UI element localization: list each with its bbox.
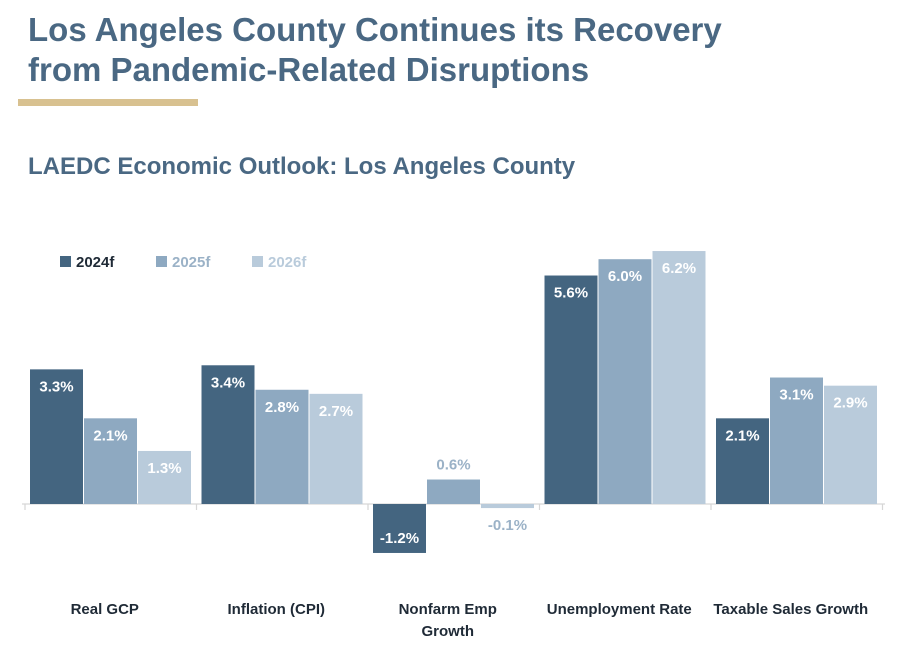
bar-2024f-2: [373, 504, 426, 553]
legend-swatch-2026f: [252, 256, 263, 267]
bar-2026f-2: [481, 504, 534, 509]
data-label-2025f-0: 2.1%: [93, 427, 127, 444]
data-label-2026f-4: 2.9%: [833, 395, 867, 412]
category-label-2: Nonfarm Emp: [399, 601, 497, 618]
data-label-2025f-1: 2.8%: [265, 399, 299, 416]
category-label-2: Growth: [422, 623, 475, 640]
legend-label-2025f: 2025f: [172, 254, 211, 271]
bar-2025f-1: [255, 389, 309, 504]
legend-swatch-2025f: [156, 256, 167, 267]
slide-title: Los Angeles County Continues its Recover…: [28, 10, 888, 90]
legend-swatch-2024f: [60, 256, 71, 267]
legend-label-2026f: 2026f: [268, 254, 307, 271]
data-label-2026f-3: 6.2%: [662, 260, 696, 277]
data-label-2026f-1: 2.7%: [319, 403, 353, 420]
bar-2026f-3: [652, 251, 706, 504]
bar-2026f-1: [309, 393, 363, 504]
bar-2026f-0: [138, 450, 191, 504]
bar-2024f-1: [201, 365, 255, 504]
bar-2025f-3: [598, 259, 652, 504]
data-label-2024f-0: 3.3%: [39, 378, 73, 395]
bar-2025f-0: [84, 418, 137, 504]
data-label-2024f-2: -1.2%: [380, 530, 419, 547]
bar-2026f-4: [824, 385, 877, 504]
data-label-2026f-0: 1.3%: [147, 460, 181, 477]
bar-2025f-4: [770, 377, 823, 504]
bar-2024f-0: [30, 369, 83, 504]
category-label-1: Inflation (CPI): [228, 601, 326, 618]
title-accent-rule: [18, 99, 198, 106]
data-label-2026f-2: -0.1%: [488, 517, 527, 534]
data-label-2025f-2: 0.6%: [436, 457, 470, 474]
slide-title-line-2: from Pandemic-Related Disruptions: [28, 51, 590, 88]
legend-label-2024f: 2024f: [76, 254, 115, 271]
slide-title-line-1: Los Angeles County Continues its Recover…: [28, 11, 722, 48]
data-label-2025f-4: 3.1%: [779, 387, 813, 404]
category-label-4: Taxable Sales Growth: [713, 601, 868, 618]
bar-2024f-4: [716, 418, 769, 504]
data-label-2024f-3: 5.6%: [554, 285, 588, 302]
data-label-2025f-3: 6.0%: [608, 268, 642, 285]
bar-2024f-3: [544, 275, 598, 504]
data-label-2024f-1: 3.4%: [211, 374, 245, 391]
chart-title: LAEDC Economic Outlook: Los Angeles Coun…: [28, 153, 576, 180]
category-label-3: Unemployment Rate: [547, 601, 692, 618]
category-label-0: Real GCP: [71, 601, 139, 618]
data-label-2024f-4: 2.1%: [725, 427, 759, 444]
bar-2025f-2: [427, 479, 480, 504]
